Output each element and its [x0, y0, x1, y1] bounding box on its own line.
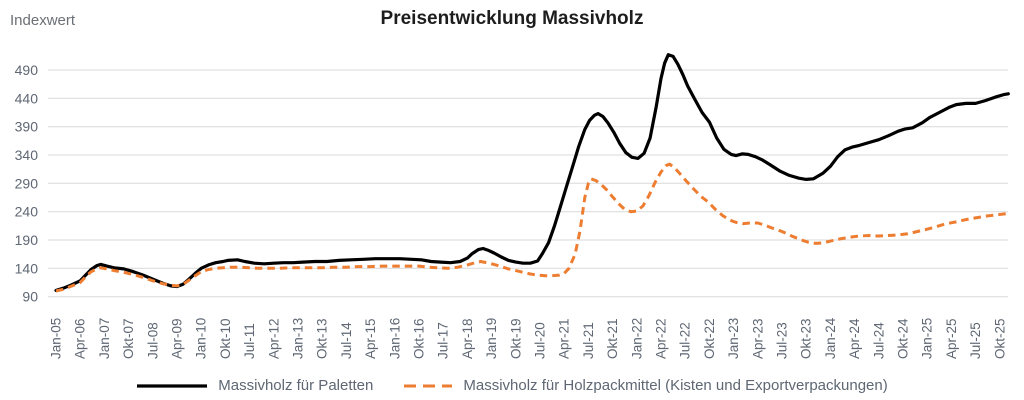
- y-axis-title: Indexwert: [10, 12, 76, 29]
- x-tick-label: Okt-24: [896, 318, 911, 359]
- legend-line-dashed-icon: [404, 384, 453, 387]
- x-tick-label: Jan-16: [387, 318, 402, 359]
- x-tick-label: Jan-19: [484, 318, 499, 359]
- x-tick-label: Jul-23: [775, 322, 790, 359]
- x-tick-label: Okt-25: [992, 318, 1007, 359]
- legend: Massivholz für Paletten Massivholz für H…: [0, 377, 1024, 394]
- series-line-paletten: [54, 53, 1010, 292]
- y-tick-label: 290: [15, 175, 39, 191]
- series-line-holzpackmittel: [55, 162, 1009, 293]
- x-tick-label: Apr-22: [654, 318, 669, 359]
- y-tick-label: 140: [15, 260, 39, 276]
- x-tick-label: Jul-14: [339, 322, 354, 359]
- x-tick-label: Jul-21: [581, 322, 596, 359]
- plot-area: 90 140 190 240 290 340 390 440 490 Jan-05 Apr-06 Ja…: [15, 53, 1010, 359]
- y-tick-label: 390: [15, 119, 39, 135]
- x-tick-label: Jul-25: [968, 322, 983, 359]
- chart-title: Preisentwicklung Massivholz: [380, 8, 644, 29]
- y-tick-label: 240: [15, 204, 39, 220]
- x-tick-label: Apr-25: [944, 318, 959, 359]
- y-tick-label: 490: [15, 62, 39, 78]
- x-tick-label: Jul-08: [145, 322, 160, 359]
- x-tick-label: Jan-24: [823, 317, 838, 359]
- x-tick-label: Okt-13: [315, 318, 330, 359]
- x-tick-label: Okt-07: [121, 318, 136, 359]
- x-tick-label: Jul-17: [436, 322, 451, 359]
- x-tick-label: Jul-11: [242, 323, 257, 359]
- legend-label-paletten: Massivholz für Paletten: [218, 377, 374, 394]
- x-tick-label: Jan-23: [726, 318, 741, 359]
- x-tick-label: Jan-07: [97, 318, 112, 359]
- x-tick-label: Jan-05: [49, 318, 64, 359]
- legend-line-solid-icon: [137, 383, 208, 388]
- x-tick-label: Jul-24: [871, 322, 886, 359]
- y-tick-label: 340: [15, 147, 39, 163]
- x-tick-label: Jan-25: [920, 318, 935, 359]
- legend-item-paletten: Massivholz für Paletten: [136, 377, 373, 394]
- x-tick-label: Okt-22: [702, 318, 717, 359]
- y-tick-label: 440: [15, 90, 39, 106]
- x-tick-label: Jul-22: [678, 322, 693, 359]
- x-tick-label: Apr-15: [363, 318, 378, 359]
- x-tick-label: Okt-10: [218, 318, 233, 359]
- legend-label-holzpackmittel: Massivholz für Holzpackmittel (Kisten un…: [463, 377, 888, 394]
- y-tick-label: 90: [22, 289, 38, 305]
- x-tick-label: Apr-18: [460, 318, 475, 359]
- x-tick-label: Apr-21: [557, 318, 572, 359]
- legend-item-holzpackmittel: Massivholz für Holzpackmittel (Kisten un…: [403, 377, 888, 394]
- x-tick-label: Apr-12: [266, 318, 281, 359]
- x-tick-label: Okt-21: [605, 318, 620, 359]
- x-tick-label: Apr-24: [847, 318, 862, 359]
- x-tick-label: Apr-06: [73, 318, 88, 359]
- x-tick-label: Apr-09: [170, 318, 185, 359]
- x-tick-label: Jan-10: [194, 318, 209, 359]
- y-tick-label: 190: [15, 232, 39, 248]
- x-tick-label: Jul-20: [533, 322, 548, 359]
- x-tick-label: Apr-23: [750, 318, 765, 359]
- x-tick-label: Okt-23: [799, 318, 814, 359]
- x-tick-label: Jan-13: [291, 318, 306, 359]
- x-tick-label: Okt-16: [412, 318, 427, 359]
- x-tick-label: Jan-22: [629, 318, 644, 359]
- x-tick-label: Okt-19: [508, 318, 523, 359]
